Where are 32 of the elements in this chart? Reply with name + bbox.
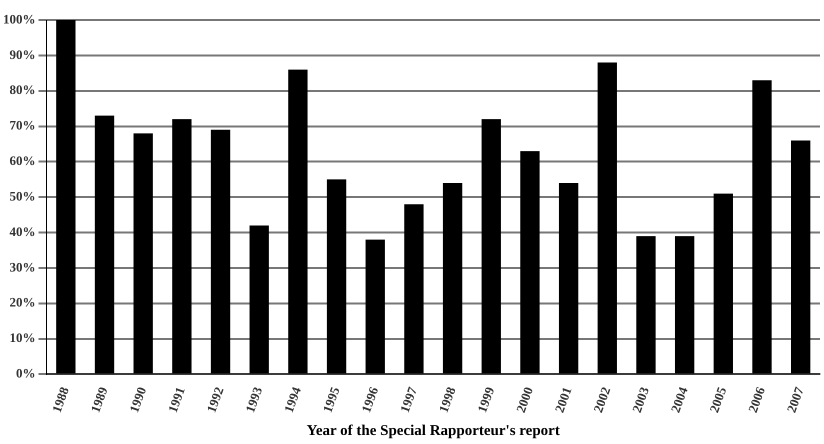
x-tick-label: 1992: [204, 384, 227, 414]
x-tick-label: 1999: [474, 384, 498, 414]
x-tick-label: 2002: [590, 384, 614, 414]
y-tick-label: 100%: [3, 11, 36, 26]
y-tick-label: 40%: [10, 224, 36, 239]
y-tick-label: 20%: [10, 294, 36, 310]
x-tick-label: 1994: [280, 384, 304, 414]
x-tick-label: 2000: [512, 384, 536, 414]
x-tick-label: 2001: [552, 384, 575, 414]
x-tick-label: 2005: [706, 384, 730, 414]
y-tick-label: 0%: [16, 366, 36, 381]
x-tick-label: 1996: [358, 384, 382, 414]
x-tick-label: 1989: [88, 384, 111, 414]
y-tick-label: 90%: [10, 46, 36, 62]
x-tick-label: 1990: [126, 384, 150, 414]
x-tick-label: 1997: [396, 384, 420, 414]
x-tick-label: 1993: [242, 384, 266, 414]
x-tick-label: 2007: [784, 384, 807, 414]
y-tick-label: 10%: [10, 330, 36, 346]
x-tick-label: 2003: [628, 384, 652, 414]
y-tick-label: 80%: [10, 82, 36, 98]
x-tick-label: 1995: [320, 384, 343, 414]
y-tick-label: 50%: [10, 188, 36, 204]
y-tick-label: 60%: [10, 153, 36, 168]
x-tick-label: 1991: [164, 384, 188, 414]
x-tick-label: 1998: [436, 384, 459, 414]
x-tick-label: 2006: [744, 384, 768, 414]
x-tick-label: 2004: [668, 384, 691, 414]
y-tick-label: 70%: [10, 118, 36, 133]
y-tick-label: 30%: [10, 259, 36, 274]
x-tick-label: 1988: [48, 384, 72, 414]
x-axis-title: Year of the Special Rapporteur's report: [306, 422, 560, 439]
